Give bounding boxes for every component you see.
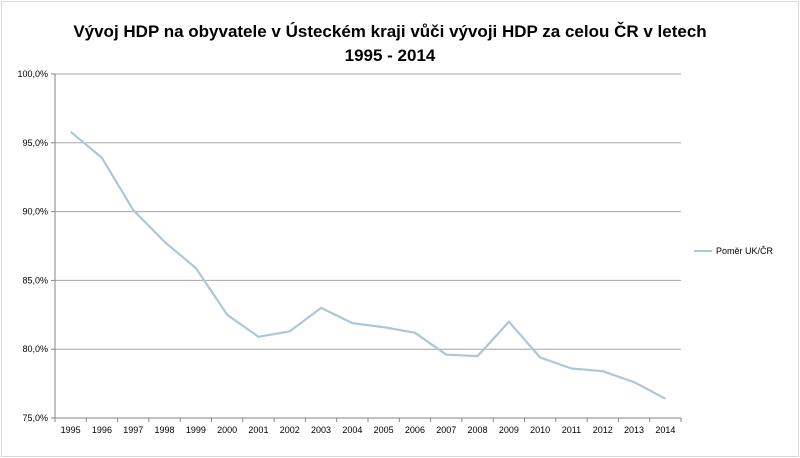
y-tick-label: 80,0% xyxy=(22,344,48,354)
y-tick-label: 85,0% xyxy=(22,275,48,285)
y-tick-label: 100,0% xyxy=(17,69,48,79)
legend-line-swatch xyxy=(694,250,712,252)
x-tick-label: 2011 xyxy=(562,425,581,435)
x-tick-label: 2003 xyxy=(311,425,331,435)
x-tick-label: 2000 xyxy=(217,425,237,435)
legend: Poměr UK/ČR xyxy=(694,246,773,256)
x-tick-label: 2006 xyxy=(405,425,425,435)
x-tick-label: 2008 xyxy=(468,425,488,435)
x-tick-label: 1999 xyxy=(186,425,206,435)
x-tick-label: 2012 xyxy=(593,425,613,435)
series-line xyxy=(69,130,666,400)
y-tick-label: 90,0% xyxy=(22,207,48,217)
y-tick-label: 95,0% xyxy=(22,138,48,148)
legend-label: Poměr UK/ČR xyxy=(716,246,774,256)
x-tick-label: 2014 xyxy=(655,425,675,435)
y-tick-label: 75,0% xyxy=(22,413,48,423)
x-tick-label: 2002 xyxy=(280,425,300,435)
x-tick-label: 2013 xyxy=(624,425,644,435)
x-tick-label: 2007 xyxy=(436,425,456,435)
chart-title: Vývoj HDP na obyvatele v Ústeckém kraji … xyxy=(73,22,707,65)
x-tick-label: 1996 xyxy=(92,425,112,435)
x-tick-label: 1998 xyxy=(155,425,175,435)
x-tick-label: 2005 xyxy=(374,425,394,435)
x-tick-label: 1995 xyxy=(61,425,81,435)
x-tick-label: 1997 xyxy=(123,425,143,435)
x-tick-label: 2010 xyxy=(530,425,550,435)
x-tick-label: 2004 xyxy=(342,425,362,435)
x-tick-label: 2009 xyxy=(499,425,519,435)
x-tick-label: 2001 xyxy=(248,425,268,435)
